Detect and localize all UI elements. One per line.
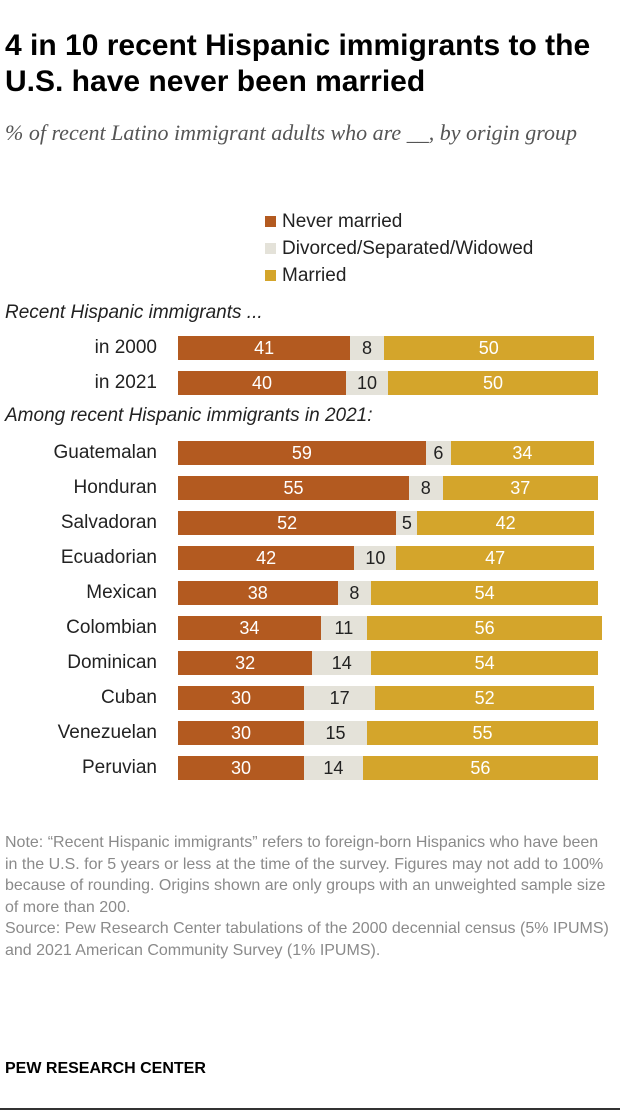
row-label: Cuban [101,687,157,708]
chart-notes: Note: “Recent Hispanic immigrants” refer… [5,832,610,961]
legend-label-married: Married [282,264,347,286]
footer-credit: PEW RESEARCH CENTER [5,1060,206,1077]
bar-segment-never-married: 30 [178,756,304,780]
note-text: Note: “Recent Hispanic immigrants” refer… [5,834,606,916]
stacked-bar: 30 17 52 [178,686,594,710]
bar-row: Colombian 34 11 56 [0,616,620,640]
chart-title: 4 in 10 recent Hispanic immigrants to th… [5,29,591,98]
stacked-bar: 59 6 34 [178,441,594,465]
bar-segment-married: 52 [375,686,594,710]
bar-segment-divorced: 15 [304,721,367,745]
bar-segment-married: 55 [367,721,598,745]
bar-segment-divorced: 8 [409,476,443,500]
legend: Never married Divorced/Separated/Widowed… [265,208,533,289]
bar-segment-never-married: 30 [178,686,304,710]
bar-segment-divorced: 5 [396,511,418,535]
bar-segment-divorced: 6 [425,441,451,465]
bar-segment-married: 54 [371,581,598,605]
bar-segment-married: 54 [371,651,598,675]
bar-segment-never-married: 32 [178,651,313,675]
bar-row: Cuban 30 17 52 [0,686,620,710]
bar-segment-divorced: 8 [350,336,384,360]
bar-row: Mexican 38 8 54 [0,581,620,605]
stacked-bar: 41 8 50 [178,336,594,360]
row-label: in 2000 [94,337,157,358]
stacked-bar: 42 10 47 [178,546,594,570]
source-text: Source: Pew Research Center tabulations … [5,920,609,959]
bar-row: Guatemalan 59 6 34 [0,441,620,465]
bar-row: in 2021 40 10 50 [0,371,620,395]
row-label: Dominican [67,652,157,673]
section-label: Among recent Hispanic immigrants in 2021… [5,405,373,426]
bar-segment-divorced: 14 [312,651,372,675]
stacked-bar: 55 8 37 [178,476,598,500]
legend-label-divorced: Divorced/Separated/Widowed [282,237,534,259]
row-label: Venezuelan [57,722,157,743]
bar-segment-married: 47 [396,546,594,570]
bottom-divider [0,1108,620,1110]
bar-segment-married: 56 [366,616,603,640]
stacked-bar: 38 8 54 [178,581,598,605]
row-label: Ecuadorian [60,547,157,568]
row-label: Mexican [86,582,157,603]
bar-segment-never-married: 38 [178,581,338,605]
bar-segment-divorced: 11 [320,616,367,640]
stacked-bar: 30 14 56 [178,756,598,780]
row-label: Guatemalan [53,442,157,463]
legend-swatch-never [265,216,276,227]
stacked-bar: 32 14 54 [178,651,598,675]
bar-segment-never-married: 42 [178,546,355,570]
stacked-bar: 40 10 50 [178,371,598,395]
legend-label-never: Never married [282,210,403,232]
bar-row: Venezuelan 30 15 55 [0,721,620,745]
section-label: Recent Hispanic immigrants ... [5,302,263,323]
bar-row: Peruvian 30 14 56 [0,756,620,780]
row-label: Honduran [73,477,157,498]
row-label: Peruvian [82,757,157,778]
bar-segment-never-married: 40 [178,371,346,395]
row-label: Colombian [66,617,157,638]
bar-segment-never-married: 55 [178,476,409,500]
bar-segment-never-married: 34 [178,616,321,640]
row-label: Salvadoran [60,512,157,533]
legend-swatch-married [265,270,276,281]
legend-swatch-divorced [265,243,276,254]
bar-segment-married: 42 [417,511,594,535]
bar-segment-never-married: 52 [178,511,397,535]
bar-row: Salvadoran 52 5 42 [0,511,620,535]
bar-segment-married: 50 [388,371,598,395]
bar-segment-divorced: 10 [346,371,388,395]
bar-row: Dominican 32 14 54 [0,651,620,675]
bar-row: Honduran 55 8 37 [0,476,620,500]
bar-segment-divorced: 17 [304,686,376,710]
bar-segment-married: 50 [383,336,594,360]
stacked-bar: 30 15 55 [178,721,598,745]
bar-row: in 2000 41 8 50 [0,336,620,360]
row-label: in 2021 [94,372,157,393]
bar-segment-never-married: 41 [178,336,351,360]
legend-item-married: Married [265,262,533,289]
legend-item-never: Never married [265,208,533,235]
bar-segment-married: 37 [442,476,598,500]
bar-segment-married: 34 [450,441,594,465]
bar-segment-never-married: 30 [178,721,304,745]
bar-segment-married: 56 [362,756,598,780]
stacked-bar: 34 11 56 [178,616,603,640]
legend-item-divorced: Divorced/Separated/Widowed [265,235,533,262]
bar-segment-divorced: 8 [337,581,372,605]
stacked-bar: 52 5 42 [178,511,594,535]
bar-segment-divorced: 14 [304,756,363,780]
bar-row: Ecuadorian 42 10 47 [0,546,620,570]
bar-segment-never-married: 59 [178,441,426,465]
chart-subtitle: % of recent Latino immigrant adults who … [5,120,577,145]
bar-segment-divorced: 10 [354,546,397,570]
